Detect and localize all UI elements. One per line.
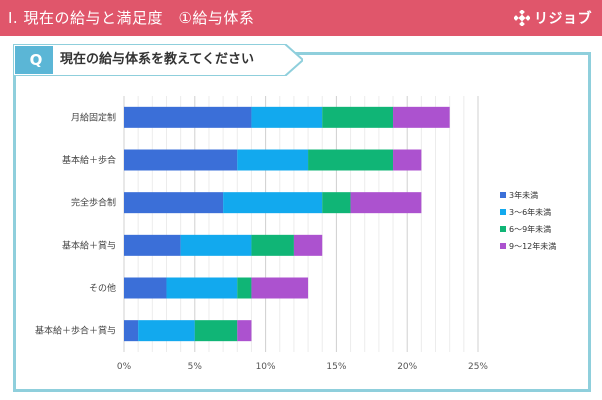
rejob-logo-icon: [514, 10, 530, 26]
header-bar: I. 現在の給与と満足度 ①給与体系 リジョブ: [0, 0, 602, 36]
question-banner: [13, 44, 303, 76]
x-tick-label: 25%: [468, 362, 488, 372]
bar-segment: [124, 149, 238, 171]
brand-name: リジョブ: [534, 11, 592, 27]
legend-swatch: [500, 226, 506, 232]
bar-segment: [124, 106, 252, 128]
bar-segment: [308, 149, 394, 171]
bar-segment: [124, 320, 139, 342]
bar-segment: [393, 149, 422, 171]
x-tick-label: 15%: [326, 362, 346, 372]
x-tick-label: 0%: [117, 362, 132, 372]
bar-segment: [194, 320, 238, 342]
bar-segment: [166, 277, 238, 299]
x-tick-label: 5%: [188, 362, 203, 372]
bar-segment: [237, 320, 252, 342]
x-tick-label: 10%: [256, 362, 276, 372]
legend-swatch: [500, 243, 506, 249]
category-label: 完全歩合制: [71, 197, 116, 209]
category-label: 月給固定制: [71, 111, 116, 123]
bar-segment: [124, 277, 167, 299]
bar-segment: [180, 234, 252, 256]
legend-label: 6～9年未満: [509, 224, 551, 234]
brand-logo: リジョブ: [514, 0, 592, 36]
bar-segment: [322, 106, 394, 128]
bar-segment: [350, 192, 422, 214]
category-label: その他: [89, 282, 116, 294]
question-text: 現在の給与体系を教えてください: [60, 52, 254, 67]
bar-segment: [393, 106, 450, 128]
bar-segment: [237, 149, 309, 171]
bar-segment: [251, 234, 294, 256]
legend-label: 3～6年未満: [509, 207, 551, 217]
page-title: I. 現在の給与と満足度 ①給与体系: [8, 9, 255, 27]
legend-swatch: [500, 192, 506, 198]
bar-segment: [124, 234, 181, 256]
category-label: 基本給＋歩合＋賞与: [35, 325, 116, 337]
bar-segment: [293, 234, 323, 256]
bar-segment: [223, 192, 323, 214]
x-tick-label: 20%: [397, 362, 417, 372]
bar-segment: [251, 277, 309, 299]
bar-segment: [124, 192, 224, 214]
category-label: 基本給＋賞与: [62, 239, 116, 251]
legend-label: 9～12年未満: [509, 241, 556, 251]
bar-segment: [251, 106, 323, 128]
question-letter: Q: [29, 51, 43, 69]
bar-segment: [138, 320, 195, 342]
category-label: 基本給＋歩合: [62, 154, 116, 166]
bar-segment: [322, 192, 351, 214]
bar-segment: [237, 277, 252, 299]
legend-label: 3年未満: [509, 190, 538, 200]
legend-swatch: [500, 209, 506, 215]
